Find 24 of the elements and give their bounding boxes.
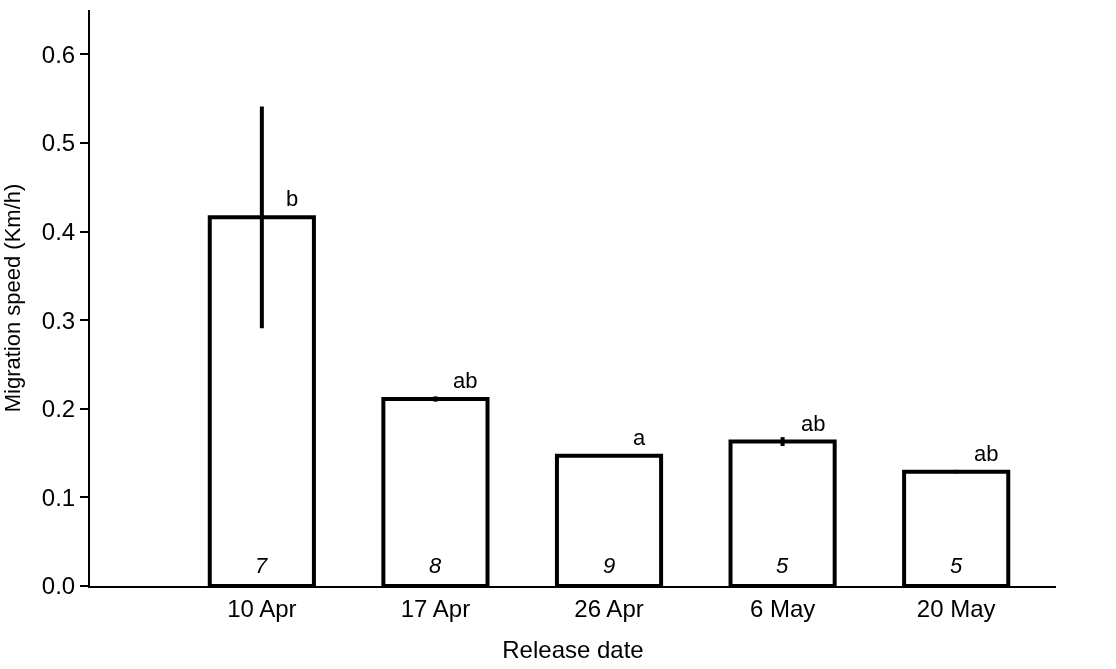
x-tick-label: 26 Apr <box>574 594 644 622</box>
x-tick-label: 20 May <box>916 594 996 622</box>
annotation: b <box>286 186 299 211</box>
x-tick-label: 6 May <box>749 594 816 622</box>
x-tick-label: 17 Apr <box>400 594 471 622</box>
y-tick-label: 0.3 <box>41 306 76 334</box>
annotation: ab <box>974 441 999 466</box>
y-tick-label: 0.1 <box>41 483 76 511</box>
y-axis-title: Migration speed (Km/h) <box>0 183 26 413</box>
annotation: 9 <box>603 553 616 578</box>
annotation: 5 <box>776 553 789 578</box>
y-tick-label: 0.5 <box>41 129 76 157</box>
y-tick-label: 0.6 <box>41 40 76 68</box>
annotation: a <box>633 425 646 450</box>
y-tick-label: 0.2 <box>41 395 76 423</box>
x-axis-title: Release date <box>502 635 644 663</box>
annotation: 8 <box>429 553 442 578</box>
annotation: 7 <box>255 553 268 578</box>
annotation: 5 <box>950 553 963 578</box>
annotation: ab <box>801 411 826 436</box>
y-tick-label: 0.4 <box>41 217 76 245</box>
annotation: ab <box>453 368 478 393</box>
text: 0.0 <box>41 572 76 600</box>
x-tick-label: 10 Apr <box>227 594 297 622</box>
